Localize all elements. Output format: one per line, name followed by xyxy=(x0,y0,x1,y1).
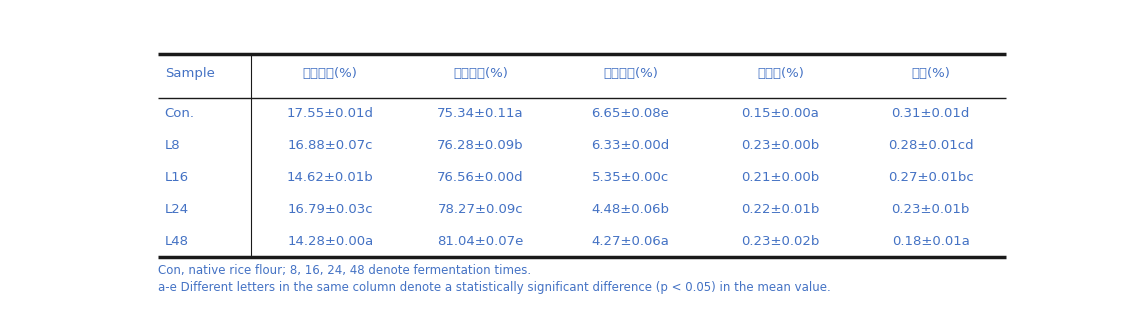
Text: 0.28±0.01cd: 0.28±0.01cd xyxy=(888,139,974,152)
Text: L24: L24 xyxy=(165,203,188,216)
Text: 회분(%): 회분(%) xyxy=(911,67,950,80)
Text: a-e Different letters in the same column denote a statistically significant diff: a-e Different letters in the same column… xyxy=(158,281,831,294)
Text: 5.35±0.00c: 5.35±0.00c xyxy=(591,171,669,184)
Text: 76.28±0.09b: 76.28±0.09b xyxy=(437,139,523,152)
Text: 75.34±0.11a: 75.34±0.11a xyxy=(437,108,523,120)
Text: 조지방(%): 조지방(%) xyxy=(757,67,804,80)
Text: 0.23±0.02b: 0.23±0.02b xyxy=(741,235,819,248)
Text: 6.65±0.08e: 6.65±0.08e xyxy=(591,108,670,120)
Text: L48: L48 xyxy=(165,235,188,248)
Text: 0.18±0.01a: 0.18±0.01a xyxy=(892,235,969,248)
Text: 0.21±0.00b: 0.21±0.00b xyxy=(741,171,819,184)
Text: 16.88±0.07c: 16.88±0.07c xyxy=(287,139,373,152)
Text: 16.79±0.03c: 16.79±0.03c xyxy=(287,203,373,216)
Text: Con, native rice flour; 8, 16, 24, 48 denote fermentation times.: Con, native rice flour; 8, 16, 24, 48 de… xyxy=(158,264,531,277)
Text: 0.15±0.00a: 0.15±0.00a xyxy=(741,108,819,120)
Text: Con.: Con. xyxy=(165,108,195,120)
Text: L16: L16 xyxy=(165,171,188,184)
Text: 14.28±0.00a: 14.28±0.00a xyxy=(287,235,373,248)
Text: 78.27±0.09c: 78.27±0.09c xyxy=(438,203,523,216)
Text: 6.33±0.00d: 6.33±0.00d xyxy=(591,139,670,152)
Text: L8: L8 xyxy=(165,139,180,152)
Text: 81.04±0.07e: 81.04±0.07e xyxy=(437,235,523,248)
Text: 0.23±0.01b: 0.23±0.01b xyxy=(891,203,969,216)
Text: 0.27±0.01bc: 0.27±0.01bc xyxy=(888,171,974,184)
Text: 0.23±0.00b: 0.23±0.00b xyxy=(741,139,819,152)
Text: 0.22±0.01b: 0.22±0.01b xyxy=(741,203,819,216)
Text: 76.56±0.00d: 76.56±0.00d xyxy=(437,171,523,184)
Text: 탄수화물(%): 탄수화물(%) xyxy=(453,67,507,80)
Text: 수분함량(%): 수분함량(%) xyxy=(303,67,358,80)
Text: 14.62±0.01b: 14.62±0.01b xyxy=(287,171,373,184)
Text: 4.48±0.06b: 4.48±0.06b xyxy=(591,203,670,216)
Text: 0.31±0.01d: 0.31±0.01d xyxy=(891,108,969,120)
Text: 조단백질(%): 조단백질(%) xyxy=(603,67,658,80)
Text: Sample: Sample xyxy=(165,67,215,80)
Text: 4.27±0.06a: 4.27±0.06a xyxy=(591,235,670,248)
Text: 17.55±0.01d: 17.55±0.01d xyxy=(287,108,373,120)
